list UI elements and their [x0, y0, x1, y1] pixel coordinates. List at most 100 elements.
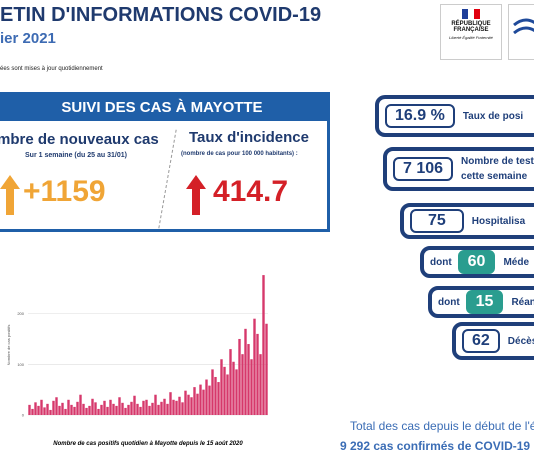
indicator-value: 16.9 % — [385, 104, 455, 128]
indicator-label: Réani — [511, 296, 534, 308]
bar — [265, 323, 268, 415]
bar — [37, 405, 40, 415]
date: ier 2021 — [0, 30, 56, 47]
bar — [241, 354, 244, 415]
bar — [184, 390, 187, 415]
chart: Nombre de cas positifs quotidien à Mayot… — [6, 275, 268, 447]
bar — [103, 400, 106, 415]
indicator: dont 60 Méde — [420, 246, 534, 278]
indicator-label: Nombre de test cette semaine — [461, 154, 534, 184]
indicator: 75 Hospitalisa — [400, 203, 534, 239]
bar — [223, 366, 226, 415]
indicator: 16.9 % Taux de posi — [375, 95, 534, 137]
indicator-label: Nombre de test — [461, 156, 534, 167]
logo-icon — [513, 18, 534, 35]
bar — [256, 333, 259, 415]
incidence-label: Taux d'incidence — [189, 129, 309, 146]
indicator-prefix: dont — [438, 296, 460, 308]
bar — [58, 405, 61, 415]
note: ées sont mises à jour quotidiennement — [0, 66, 103, 72]
incidence-value: 414.7 — [213, 175, 289, 208]
indicator-value: 60 — [457, 250, 496, 274]
indicator: 7 106 Nombre de test cette semaine — [383, 147, 534, 191]
bar — [202, 389, 205, 415]
bar — [172, 399, 175, 415]
total-text: cas confirmés de COVID-19 — [373, 439, 531, 453]
bar — [55, 397, 58, 415]
bar — [166, 403, 169, 415]
bar — [43, 407, 46, 415]
bar — [121, 402, 124, 415]
bar — [229, 349, 232, 415]
total-count: 9 292 — [340, 439, 371, 453]
bar — [61, 402, 64, 415]
bar — [100, 404, 103, 415]
bar — [163, 398, 166, 415]
bar — [34, 402, 37, 415]
flag — [462, 9, 480, 19]
bar — [214, 376, 217, 415]
bar — [169, 392, 172, 415]
panel: SUIVI DES CAS À MAYOTTE mbre de nouveaux… — [0, 92, 330, 232]
bar — [127, 404, 130, 415]
bar — [217, 382, 220, 415]
incidence-sub: (nombre de cas pour 100 000 habitants) : — [181, 151, 298, 157]
bar — [82, 403, 85, 415]
bar — [64, 408, 67, 415]
total-line: Total des cas depuis le début de l'ép — [350, 419, 534, 433]
y-tick-label: 200 — [17, 311, 24, 316]
y-tick-label: 0 — [22, 413, 25, 418]
bar — [262, 275, 265, 415]
indicator-value: 75 — [410, 209, 464, 233]
arrow-up — [186, 175, 206, 215]
bar — [259, 354, 262, 415]
bar — [247, 344, 250, 415]
indicator: 62 Décès — [452, 322, 534, 360]
bar — [196, 393, 199, 415]
y-tick-label: 100 — [17, 362, 24, 367]
bar — [91, 398, 94, 415]
bar — [139, 406, 142, 415]
bar — [226, 374, 229, 415]
bar — [181, 402, 184, 415]
chart-title: Nombre de cas positifs quotidien à Mayot… — [53, 441, 243, 447]
bar — [73, 406, 76, 415]
bar — [97, 408, 100, 415]
divider — [158, 129, 177, 229]
indicator-label: Méde — [503, 256, 530, 268]
bar — [232, 361, 235, 415]
logo-text: RÉPUBLIQUE — [451, 21, 491, 27]
bar — [88, 405, 91, 415]
bar — [115, 405, 118, 415]
y-axis-label: Nombre de cas positifs — [6, 325, 11, 366]
bar — [67, 399, 70, 415]
bar — [124, 407, 127, 415]
indicator-value: 15 — [465, 290, 504, 314]
bar — [250, 359, 253, 415]
bar — [244, 328, 247, 415]
bar — [28, 404, 31, 415]
indicator-label: Taux de posi — [462, 110, 524, 122]
bar — [46, 403, 49, 415]
bar — [220, 359, 223, 415]
bar — [130, 401, 133, 415]
bar — [52, 400, 55, 415]
bar — [190, 397, 193, 415]
indicator-label: cette semaine — [461, 171, 528, 182]
bar — [133, 395, 136, 415]
indicator-prefix: dont — [430, 256, 452, 268]
bar — [142, 400, 145, 415]
bar — [175, 400, 178, 415]
cases-label: mbre de nouveaux cas — [0, 131, 159, 148]
bar — [151, 402, 154, 415]
logo-motto: Liberté Égalité Fraternité — [449, 35, 493, 40]
indicator-value: 62 — [462, 329, 500, 353]
total-line: 9 292 cas confirmés de COVID-19 — [340, 439, 530, 453]
bar — [76, 401, 79, 415]
arrow-up — [0, 175, 20, 215]
bar — [157, 404, 160, 415]
bar — [187, 394, 190, 415]
bar — [109, 399, 112, 415]
bar — [112, 403, 115, 415]
